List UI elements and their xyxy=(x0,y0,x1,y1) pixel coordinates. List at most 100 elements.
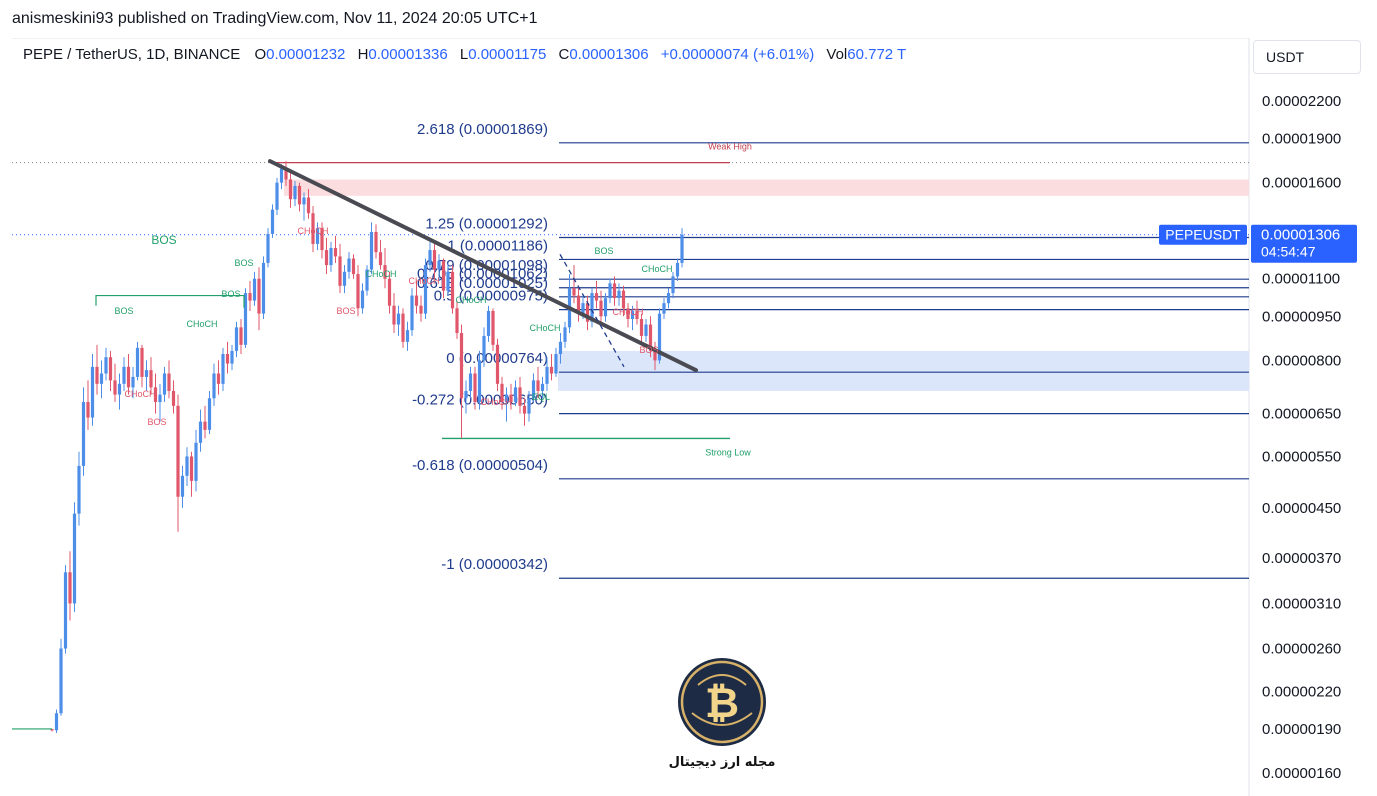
symbol-label[interactable]: PEPE / TetherUS, 1D, BINANCE xyxy=(23,46,241,63)
price-chart[interactable]: 2.618 (0.00001869) 1.25 (0.00001292) 1 (0.… xyxy=(12,38,1372,796)
annotation-choch: CHoCH xyxy=(297,226,328,236)
candle xyxy=(621,290,626,309)
candle xyxy=(356,274,360,309)
candle xyxy=(216,373,221,384)
structure-annotations: BOS BOS CHoCH BOS BOS CHoCH BOS CHoCH BOS CHoCH CH… xyxy=(114,226,672,427)
high-label: H xyxy=(357,46,369,63)
candle xyxy=(239,327,243,345)
candle xyxy=(639,319,644,336)
candle xyxy=(194,442,198,481)
candle xyxy=(176,405,180,497)
candle xyxy=(279,168,284,183)
candle xyxy=(261,262,266,314)
bar-countdown: 04:54:47 xyxy=(1261,244,1316,260)
candle xyxy=(338,256,342,286)
y-tick-label: 0.00002200 xyxy=(1262,93,1341,110)
candle xyxy=(203,421,207,430)
candle xyxy=(144,370,149,377)
candle xyxy=(603,298,608,317)
trendline xyxy=(268,159,698,373)
candle xyxy=(365,269,369,291)
candle xyxy=(234,327,239,351)
candle xyxy=(392,305,396,325)
volume-label: Vol xyxy=(826,46,848,63)
y-tick-label: 0.00000260 xyxy=(1262,641,1341,658)
demand-zone xyxy=(558,350,1249,391)
candle xyxy=(518,387,522,406)
candle xyxy=(576,295,581,314)
currency-button[interactable]: USDT xyxy=(1253,40,1361,74)
candle xyxy=(81,402,86,466)
candle xyxy=(626,308,630,320)
candle xyxy=(351,258,356,275)
candle xyxy=(248,293,252,301)
candle xyxy=(558,341,563,355)
candle xyxy=(536,380,540,391)
candle xyxy=(464,390,468,399)
candle xyxy=(468,373,473,391)
low-value: 0.00001175 xyxy=(468,46,547,63)
candle xyxy=(387,278,392,306)
high-value: 0.00001336 xyxy=(368,46,448,63)
y-tick-label: 0.00000220 xyxy=(1262,683,1341,700)
candle xyxy=(482,335,486,361)
candle xyxy=(230,350,234,364)
candle xyxy=(500,383,504,403)
symbol-price-badge xyxy=(1159,224,1247,245)
annotation-choch: CHoCH xyxy=(529,323,560,333)
candle xyxy=(473,373,477,403)
candle xyxy=(207,398,212,430)
candle xyxy=(428,250,432,266)
candle xyxy=(419,305,423,314)
candle xyxy=(135,347,140,377)
annotation-choch: CHoCH xyxy=(186,319,217,329)
candle xyxy=(630,310,635,320)
candle xyxy=(315,228,320,244)
candle xyxy=(167,373,171,391)
annotation-choch: CHoCH xyxy=(124,389,155,399)
candle xyxy=(563,327,567,342)
candle xyxy=(374,231,378,253)
close-label: C xyxy=(558,46,570,63)
candle xyxy=(675,262,680,277)
change-value: +0.00000074 (+6.01%) xyxy=(660,46,815,63)
candle xyxy=(225,354,230,364)
candle xyxy=(599,300,603,317)
chart-frame[interactable]: 2.618 (0.00001869) 1.25 (0.00001292) 1 (0.… xyxy=(12,38,1372,796)
candle xyxy=(284,168,288,180)
annotation-choch: CHoCH xyxy=(480,397,511,407)
candle xyxy=(644,324,648,336)
candle xyxy=(104,357,108,374)
y-tick-label: 0.00000450 xyxy=(1262,500,1341,517)
candle xyxy=(342,271,347,286)
candle xyxy=(158,394,162,403)
candle xyxy=(383,265,387,279)
candle xyxy=(77,465,81,514)
bitcoin-logo-icon: ₿ xyxy=(678,658,766,746)
candle xyxy=(396,313,401,325)
candle xyxy=(257,278,261,314)
annotation-bos: BOS xyxy=(336,306,355,316)
candle xyxy=(608,283,612,299)
candle xyxy=(185,456,189,476)
candle xyxy=(324,250,329,266)
low-label: L xyxy=(459,46,469,63)
y-tick-label: 0.00001100 xyxy=(1262,271,1340,288)
y-tick-label: 0.00001600 xyxy=(1262,175,1341,192)
candle xyxy=(243,293,248,345)
last-price-value: 0.00001306 xyxy=(1261,227,1340,244)
annotation-bos: BOS xyxy=(151,233,176,247)
candle xyxy=(113,380,117,395)
candle xyxy=(612,283,617,299)
y-tick-label: 0.00000160 xyxy=(1262,765,1341,782)
candle xyxy=(95,366,99,384)
candle xyxy=(59,648,63,714)
candle xyxy=(585,303,590,322)
candle xyxy=(288,179,293,200)
candle xyxy=(86,402,90,418)
fib-label-0: 2.618 (0.00001869) xyxy=(417,121,548,138)
annotation-choch: CHoCH xyxy=(408,276,439,286)
candle xyxy=(527,398,531,414)
candle xyxy=(378,252,383,266)
y-tick-label: 0.00000800 xyxy=(1262,352,1341,369)
